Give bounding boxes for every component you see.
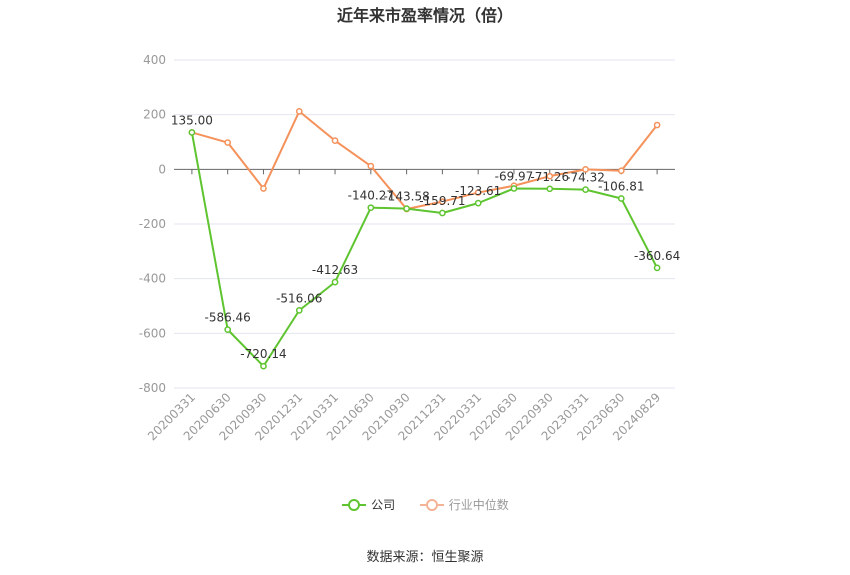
y-tick-label: -600: [139, 326, 166, 340]
data-label: -123.61: [455, 184, 501, 198]
data-point: [439, 209, 446, 217]
data-point: [260, 362, 267, 370]
data-label: -71.26: [530, 170, 569, 184]
legend-item-company[interactable]: 公司: [341, 496, 395, 513]
data-label: -106.81: [598, 180, 644, 194]
data-point: [331, 137, 339, 144]
data-point: [546, 185, 554, 193]
data-point: [295, 307, 303, 314]
data-point: [224, 326, 232, 333]
data-point: [582, 186, 589, 193]
data-point: [582, 165, 589, 173]
data-label: -360.64: [634, 249, 680, 263]
data-point: [188, 129, 196, 136]
legend-item-industry-median[interactable]: 行业中位数: [419, 496, 509, 513]
data-point: [295, 108, 303, 115]
data-point: [653, 264, 661, 272]
data-label: -516.06: [276, 291, 322, 305]
data-label: -159.71: [419, 194, 465, 208]
legend-label-company: 公司: [371, 498, 396, 512]
y-tick-label: 0: [158, 162, 166, 176]
chart-title: 近年来市盈率情况（倍）: [336, 6, 513, 25]
legend-label-industry-median: 行业中位数: [448, 498, 509, 512]
series-line-0: [190, 132, 658, 368]
data-point: [653, 121, 661, 129]
data-point: [439, 198, 446, 205]
data-label: -586.46: [205, 311, 251, 325]
y-tick-label: -400: [139, 272, 166, 286]
legend-marker-industry-median: [419, 498, 444, 511]
data-point: [617, 167, 625, 175]
data-point: [367, 204, 375, 212]
y-tick-label: -200: [139, 217, 166, 231]
data-label: -412.63: [312, 263, 358, 277]
data-label: 135.00: [171, 113, 213, 127]
data-point: [367, 162, 375, 170]
data-labels: 135.00 -586.46 -720.14 -516.06 -412.63 -140.2…: [171, 113, 680, 361]
series-line-1: [191, 110, 658, 210]
data-label: -143.58: [383, 190, 429, 204]
source-note: 数据来源：恒生聚源: [366, 550, 484, 565]
grid-lines: [174, 59, 675, 389]
data-point: [510, 185, 518, 192]
data-point: [546, 172, 554, 180]
data-label: -69.97: [495, 169, 534, 183]
axes: 4002000-200-400-600-80020200331202006302…: [139, 53, 675, 443]
legend: 公司 行业中位数: [0, 496, 850, 513]
y-tick-label: 400: [143, 53, 166, 67]
data-point: [403, 205, 410, 212]
legend-marker-company: [342, 498, 367, 511]
data-label: -140.27: [348, 189, 394, 203]
data-point: [617, 195, 625, 202]
series-lines: [188, 108, 661, 370]
y-tick-label: 200: [143, 108, 166, 122]
data-point: [474, 199, 482, 207]
data-point: [224, 139, 232, 146]
data-label: -74.32: [566, 171, 605, 185]
y-tick-label: -800: [139, 381, 166, 395]
data-point: [260, 185, 267, 192]
data-label: -720.14: [240, 347, 286, 361]
data-point: [474, 189, 482, 196]
data-point: [331, 278, 339, 286]
